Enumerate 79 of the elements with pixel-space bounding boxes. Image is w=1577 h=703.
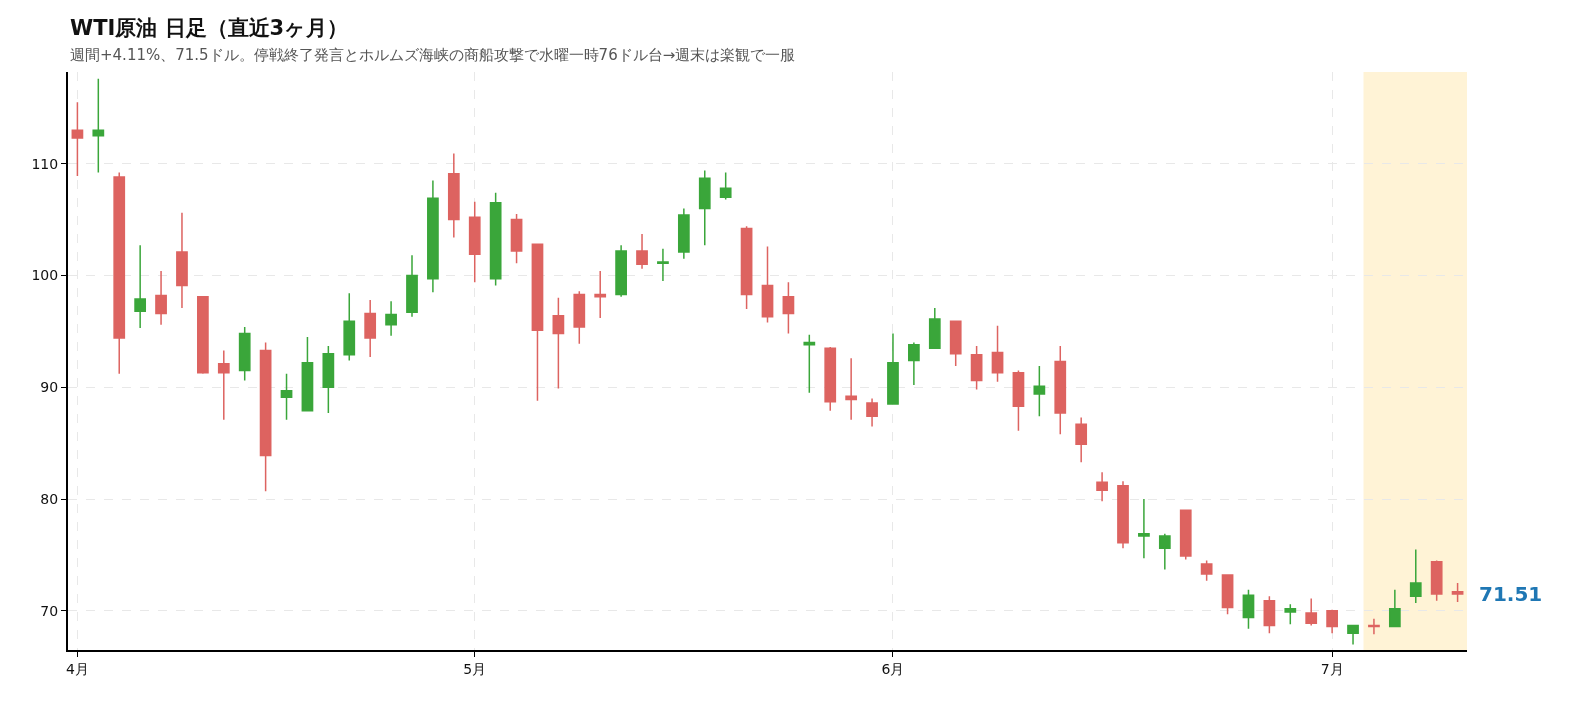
x-tick-label: 7月 (1320, 660, 1344, 677)
x-tick-label: 5月 (463, 660, 487, 677)
x-tick-label: 4月 (65, 660, 89, 677)
candlestick (447, 152, 460, 239)
candlestick (803, 333, 816, 394)
candlestick (531, 243, 544, 402)
candlestick (259, 341, 272, 492)
candlestick (782, 281, 795, 335)
candlestick (552, 297, 565, 390)
candlestick (1430, 559, 1443, 602)
y-tick-label: 70 (40, 602, 59, 619)
candlestick (719, 171, 732, 201)
x-tick-label: 6月 (881, 660, 905, 677)
candlestick (406, 254, 418, 318)
candlestick (1158, 532, 1171, 571)
candlestick (364, 299, 377, 358)
candlestick (1409, 548, 1422, 604)
candlestick (1200, 559, 1213, 582)
candlestick (970, 345, 983, 391)
candlestick (615, 244, 627, 298)
candlestick (1012, 369, 1025, 432)
candlestick (1451, 582, 1464, 603)
candlestick (197, 295, 209, 375)
candlestick (1388, 588, 1401, 628)
y-tick-label: 100 (31, 267, 59, 284)
candlestick (176, 212, 188, 309)
candlestick (657, 247, 669, 282)
candlestick (1138, 498, 1150, 560)
candlestick (238, 326, 251, 382)
candlestick (322, 345, 335, 414)
candlestick (134, 244, 147, 329)
candlestick (761, 245, 774, 324)
chart-subtitle: 週間+4.11%、71.5ドル。停戦終了発言とホルムズ海峡の商船攻撃で水曜一時76ドル台→週末は楽観で一服 (70, 46, 796, 64)
candlestick (1096, 471, 1108, 503)
candlestick (824, 346, 837, 412)
y-tick-label: 80 (40, 490, 59, 507)
candlestick (1117, 480, 1129, 550)
chart-title: WTI原油 日足（直近3ヶ月） (70, 16, 349, 40)
candlestick (385, 300, 397, 337)
candlestick (698, 169, 711, 247)
candlestick (1179, 509, 1192, 561)
candlestick (908, 341, 920, 386)
candlestick (594, 270, 607, 319)
candlestick (677, 207, 690, 260)
candlestick (427, 179, 439, 293)
y-tick-label: 110 (31, 155, 59, 172)
candlestick (1075, 416, 1088, 463)
candlestick (1033, 365, 1046, 418)
candlestick (636, 233, 648, 270)
y-tick-label: 90 (40, 379, 59, 396)
candlestick (1054, 345, 1067, 435)
candlestick (113, 171, 126, 375)
candlestick (1242, 588, 1255, 630)
candlestick (71, 101, 84, 177)
candlestick (1368, 617, 1380, 636)
candlestick (155, 270, 167, 326)
candlestick (1305, 597, 1318, 627)
candlestick (489, 191, 502, 287)
candlestick (280, 373, 293, 421)
candlestick (343, 292, 356, 362)
candlestick (949, 320, 962, 367)
candlestick (573, 290, 586, 345)
candlestick (301, 336, 314, 412)
candlestick (468, 200, 481, 283)
candlestick (991, 325, 1004, 383)
candlestick (510, 213, 523, 264)
candlestick (1347, 624, 1359, 646)
candlestick (887, 332, 899, 405)
candlestick (1326, 609, 1338, 634)
candlestick (1221, 574, 1234, 615)
candlestick (217, 349, 230, 421)
text: 71.51 (1479, 582, 1543, 606)
candlestick (845, 357, 858, 421)
candlestick (92, 77, 105, 174)
candlestick (740, 225, 753, 310)
candlestick (1263, 595, 1276, 634)
candlestick (866, 397, 878, 428)
candlestick (1284, 603, 1297, 626)
candlestick (928, 307, 941, 349)
